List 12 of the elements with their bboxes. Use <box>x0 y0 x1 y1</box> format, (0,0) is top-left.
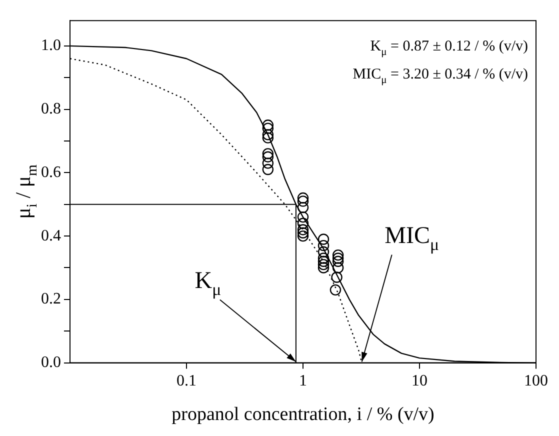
x-axis-title: propanol concentration, i / % (v/v) <box>172 404 434 425</box>
y-axis-title: μi / μm <box>11 164 40 219</box>
y-tick-label: 1.0 <box>41 37 61 54</box>
y-tick-label: 0.8 <box>41 100 61 118</box>
x-tick-label: 100 <box>524 372 548 390</box>
y-tick-label: 0.0 <box>41 354 61 372</box>
x-tick-label: 10 <box>412 372 428 390</box>
x-tick-label: 0.1 <box>176 372 196 390</box>
y-tick-label: 0.4 <box>41 227 61 244</box>
y-tick-label: 0.6 <box>41 164 61 181</box>
x-tick-label: 1 <box>299 372 307 390</box>
y-tick-label: 0.2 <box>41 290 61 308</box>
